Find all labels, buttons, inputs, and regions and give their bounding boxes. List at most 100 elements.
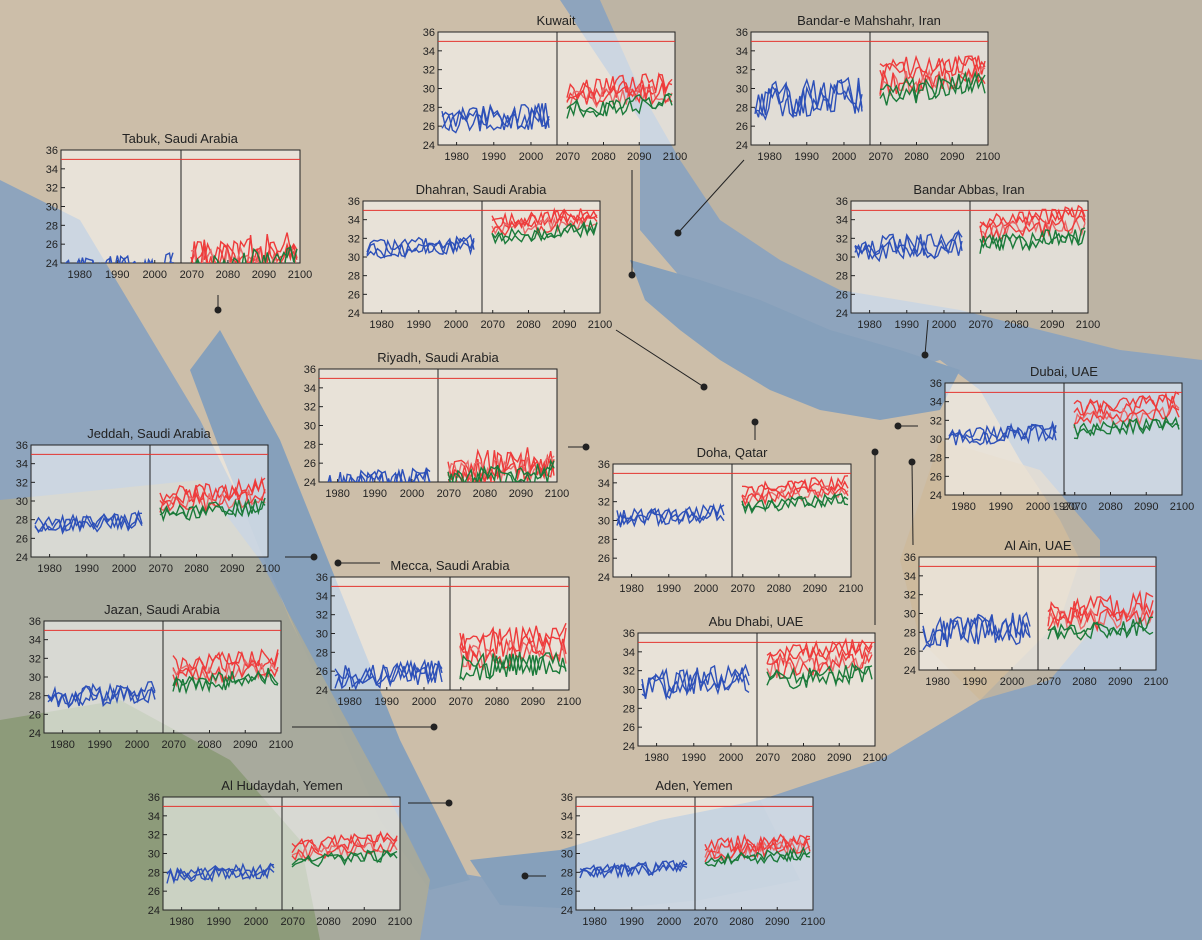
x-tick-label: 2070	[693, 916, 717, 928]
y-tick-label: 34	[423, 46, 435, 58]
y-tick-label: 36	[930, 378, 942, 390]
projection-high-series-line	[741, 475, 849, 499]
x-tick-label: 2080	[197, 739, 221, 751]
x-tick-label: 2080	[216, 269, 240, 281]
y-tick-label: 24	[561, 905, 573, 917]
y-tick-label: 30	[16, 496, 28, 508]
projection-low-series-line	[195, 244, 298, 263]
y-tick-label: 30	[736, 84, 748, 96]
x-tick-label: 1970	[1053, 501, 1077, 513]
x-tick-label: 2070	[1062, 501, 1086, 513]
y-tick-label: 28	[16, 515, 28, 527]
x-tick-label: 2090	[1040, 319, 1064, 331]
chart-panel: Riyadh, Saudi Arabia 36 34 32 30 28 26 24 1980 19…	[304, 350, 569, 500]
y-tick-label: 34	[46, 164, 58, 176]
y-tick-label: 34	[148, 811, 160, 823]
y-tick-label: 32	[16, 477, 28, 489]
y-tick-label: 26	[423, 121, 435, 133]
y-tick-label: 36	[598, 459, 610, 471]
x-tick-label: 2070	[280, 916, 304, 928]
chart-title: Jazan, Saudi Arabia	[104, 602, 220, 617]
connector-line	[677, 159, 745, 234]
x-tick-label: 2080	[316, 916, 340, 928]
historical-series-line	[616, 502, 725, 526]
y-tick-label: 34	[930, 397, 942, 409]
y-tick-label: 34	[316, 591, 328, 603]
location-dot	[628, 271, 636, 279]
historical-series-line	[854, 230, 963, 260]
y-tick-label: 28	[423, 102, 435, 114]
x-tick-label: 2000	[412, 696, 436, 708]
y-tick-label: 36	[836, 196, 848, 208]
x-tick-label: 2090	[1134, 501, 1158, 513]
y-tick-label: 34	[904, 571, 916, 583]
x-tick-label: 1980	[951, 501, 975, 513]
chart-title: Doha, Qatar	[697, 445, 768, 460]
y-tick-label: 32	[836, 233, 848, 245]
chart-title: Dubai, UAE	[1030, 364, 1098, 379]
projection-low-series-line	[159, 498, 266, 523]
historical-series-line	[616, 502, 725, 529]
projection-low-series-line	[172, 667, 279, 692]
y-tick-label: 26	[16, 533, 28, 545]
y-tick-label: 26	[304, 458, 316, 470]
projection-low-series-line	[291, 849, 398, 866]
historical-series-line	[366, 233, 475, 258]
y-tick-label: 24	[304, 477, 316, 489]
projection-mid-series-line	[291, 839, 398, 861]
y-tick-label: 32	[29, 653, 41, 665]
y-tick-label: 28	[930, 453, 942, 465]
projection-low-series-line	[459, 653, 567, 681]
projection-high-series-line	[291, 830, 398, 854]
y-tick-label: 32	[348, 233, 360, 245]
y-tick-label: 32	[304, 402, 316, 414]
x-tick-label: 2100	[663, 151, 687, 163]
x-tick-label: 2000	[125, 739, 149, 751]
x-tick-label: 2100	[588, 319, 612, 331]
y-tick-label: 28	[736, 102, 748, 114]
x-tick-label: 1980	[619, 583, 643, 595]
y-tick-label: 26	[29, 709, 41, 721]
projection-low-series-line	[491, 220, 598, 245]
location-dot	[445, 799, 453, 807]
location-dot	[582, 443, 590, 451]
x-tick-label: 1990	[88, 739, 112, 751]
historical-series-line	[579, 860, 688, 879]
chart-panel: Dubai, UAE 36 34 32 30 28 26 24 1970 1980 1990 2000…	[930, 364, 1194, 513]
x-tick-label: 1990	[375, 696, 399, 708]
projection-low-series-line	[704, 847, 811, 865]
chart-panel: Bandar-e Mahshahr, Iran 36 34 32 30 28 26 24 198…	[736, 13, 1000, 163]
historical-series-line	[91, 252, 172, 263]
connector-line	[615, 329, 705, 388]
x-tick-label: 1990	[407, 319, 431, 331]
x-tick-label: 1980	[37, 563, 61, 575]
chart-panel: Doha, Qatar 36 34 32 30 28 26 24 1980 1990 2000 207…	[598, 445, 863, 595]
y-tick-label: 28	[304, 439, 316, 451]
x-tick-label: 2000	[244, 916, 268, 928]
y-tick-label: 26	[148, 886, 160, 898]
projection-high-series-line	[191, 232, 298, 263]
x-tick-label: 2000	[112, 563, 136, 575]
projection-mid-series-line	[766, 651, 873, 680]
y-tick-label: 28	[561, 867, 573, 879]
x-tick-label: 1990	[207, 916, 231, 928]
y-tick-label: 36	[423, 27, 435, 39]
location-dot	[871, 448, 879, 456]
x-tick-label: 2100	[1170, 501, 1194, 513]
y-tick-label: 28	[46, 220, 58, 232]
x-tick-label: 2070	[1036, 676, 1060, 688]
historical-series-line	[334, 659, 443, 689]
x-tick-label: 1980	[857, 319, 881, 331]
y-tick-label: 36	[16, 440, 28, 452]
y-tick-label: 36	[316, 572, 328, 584]
chart-panel: Jeddah, Saudi Arabia 36 34 32 30 28 26 24 1980 19…	[16, 426, 280, 575]
projection-high-series-line	[979, 204, 1086, 229]
y-tick-label: 24	[423, 140, 435, 152]
y-tick-label: 30	[29, 672, 41, 684]
projection-low-series-line	[159, 497, 266, 520]
chart-title: Al Ain, UAE	[1004, 538, 1072, 553]
y-tick-label: 30	[348, 252, 360, 264]
y-tick-label: 32	[46, 183, 58, 195]
x-tick-label: 1980	[925, 676, 949, 688]
location-dot	[214, 306, 222, 314]
